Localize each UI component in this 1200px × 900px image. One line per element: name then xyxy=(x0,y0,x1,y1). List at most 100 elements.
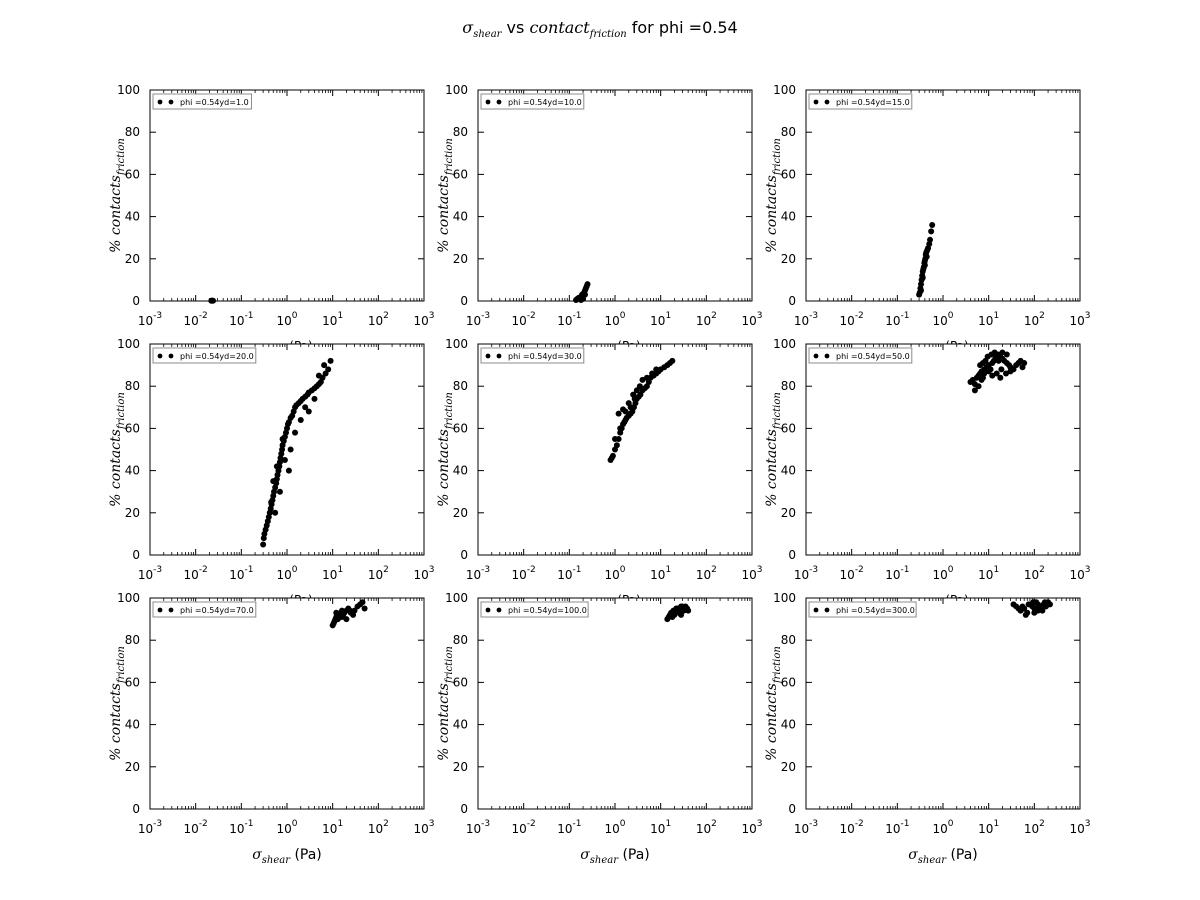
x-tick-base: 10 xyxy=(138,314,153,328)
y-tick-label: 40 xyxy=(781,464,796,478)
x-tick-label: 101 xyxy=(978,311,999,328)
data-point xyxy=(978,376,985,383)
data-point xyxy=(1041,599,1048,606)
legend-marker xyxy=(485,607,491,613)
x-tick-exponent: -3 xyxy=(481,311,490,321)
legend: phi =0.54yd=300.0 xyxy=(808,601,917,618)
x-tick-base: 10 xyxy=(840,568,855,582)
legend-label: phi =0.54yd=1.0 xyxy=(180,98,249,107)
data-point xyxy=(679,603,686,610)
x-axis-label-sigma: σ xyxy=(252,847,262,863)
y-tick-label: 40 xyxy=(125,210,140,224)
x-tick-base: 10 xyxy=(322,822,337,836)
data-point xyxy=(297,416,304,423)
x-tick-exponent: 1 xyxy=(337,819,343,829)
x-tick-label: 10-3 xyxy=(138,565,162,582)
scatter-points xyxy=(664,603,692,623)
data-point xyxy=(995,357,1002,364)
x-tick-label: 10-2 xyxy=(512,819,536,836)
x-tick-base: 10 xyxy=(1069,568,1084,582)
data-point xyxy=(359,599,366,606)
x-tick-exponent: -3 xyxy=(481,819,490,829)
x-tick-base: 10 xyxy=(184,314,199,328)
legend-marker xyxy=(813,99,819,105)
axes-frame xyxy=(805,597,1081,810)
legend-box xyxy=(480,347,585,364)
scatter-points xyxy=(916,222,936,298)
y-tick-label: 20 xyxy=(453,252,468,266)
y-tick-label: 80 xyxy=(781,379,796,393)
x-tick-exponent: 3 xyxy=(429,311,435,321)
x-tick-label: 103 xyxy=(413,311,434,328)
axes-frame xyxy=(477,89,753,302)
y-tick-label: 80 xyxy=(453,125,468,139)
legend-marker xyxy=(168,353,174,359)
x-tick-exponent: -1 xyxy=(572,819,581,829)
title-tail: for phi =0.54 xyxy=(627,18,738,37)
x-tick-base: 10 xyxy=(885,568,900,582)
data-point xyxy=(622,408,629,415)
data-point xyxy=(1025,601,1032,608)
data-point xyxy=(287,446,294,453)
x-axis-label-unit: (Pa) xyxy=(618,847,650,863)
y-tick-label: 80 xyxy=(125,125,140,139)
y-tick-label: 20 xyxy=(781,252,796,266)
x-tick-label: 10-2 xyxy=(512,311,536,328)
data-point xyxy=(1024,609,1031,616)
y-axis-label-text: % contacts xyxy=(108,175,124,253)
y-axis-label: % contactsfriction xyxy=(108,646,127,761)
x-tick-label: 103 xyxy=(1069,819,1090,836)
legend-label: phi =0.54yd=70.0 xyxy=(180,606,254,615)
y-tick-label: 100 xyxy=(773,337,796,351)
x-tick-label: 10-1 xyxy=(885,311,909,328)
y-tick-label: 0 xyxy=(132,294,140,308)
data-point xyxy=(321,362,328,369)
axes-frame xyxy=(149,343,425,556)
y-tick-label: 40 xyxy=(125,718,140,732)
legend-box xyxy=(480,601,589,618)
x-tick-base: 10 xyxy=(138,568,153,582)
x-tick-label: 100 xyxy=(276,819,297,836)
y-tick-label: 0 xyxy=(132,802,140,816)
x-tick-label: 10-1 xyxy=(885,565,909,582)
data-point xyxy=(281,457,288,464)
x-tick-base: 10 xyxy=(650,822,665,836)
legend-marker xyxy=(485,99,491,105)
x-tick-exponent: 0 xyxy=(948,311,954,321)
y-tick-label: 80 xyxy=(125,379,140,393)
legend: phi =0.54yd=10.0 xyxy=(480,93,585,110)
x-tick-base: 10 xyxy=(650,568,665,582)
y-tick-label: 0 xyxy=(788,802,796,816)
x-tick-exponent: -1 xyxy=(244,819,253,829)
x-tick-base: 10 xyxy=(413,822,428,836)
y-tick-label: 60 xyxy=(781,421,796,435)
legend-label: phi =0.54yd=30.0 xyxy=(508,352,582,361)
x-tick-exponent: 0 xyxy=(620,565,626,575)
data-point xyxy=(613,442,620,449)
x-tick-base: 10 xyxy=(696,568,711,582)
x-tick-exponent: 0 xyxy=(948,565,954,575)
x-tick-label: 10-3 xyxy=(794,819,818,836)
x-tick-base: 10 xyxy=(229,568,244,582)
data-point xyxy=(272,509,279,516)
legend: phi =0.54yd=1.0 xyxy=(152,93,252,110)
y-tick-label: 100 xyxy=(773,83,796,97)
x-tick-label: 103 xyxy=(413,819,434,836)
y-axis-label-text: % contacts xyxy=(764,683,780,761)
y-tick-label: 20 xyxy=(781,506,796,520)
x-tick-label: 102 xyxy=(1024,565,1045,582)
data-point xyxy=(923,253,930,260)
x-tick-label: 103 xyxy=(1069,311,1090,328)
y-axis-label-sub: friction xyxy=(116,646,127,684)
legend-box xyxy=(152,347,257,364)
x-tick-label: 101 xyxy=(322,565,343,582)
y-axis-label-sub: friction xyxy=(116,392,127,430)
legend: phi =0.54yd=30.0 xyxy=(480,347,585,364)
x-tick-exponent: 2 xyxy=(1039,819,1045,829)
x-tick-base: 10 xyxy=(1024,822,1039,836)
data-point xyxy=(633,387,640,394)
x-tick-base: 10 xyxy=(557,822,572,836)
legend-marker xyxy=(824,99,830,105)
y-tick-label: 80 xyxy=(781,633,796,647)
